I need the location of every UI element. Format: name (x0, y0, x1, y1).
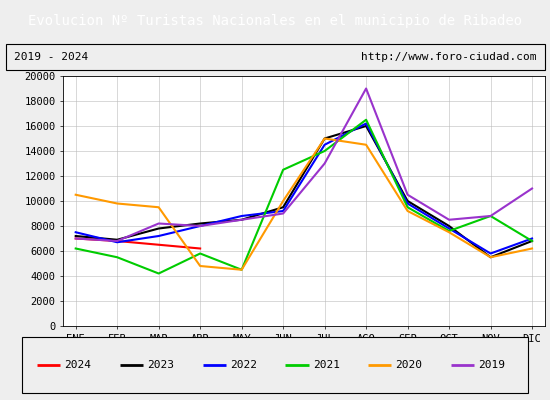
Text: Evolucion Nº Turistas Nacionales en el municipio de Ribadeo: Evolucion Nº Turistas Nacionales en el m… (28, 14, 522, 28)
2024 (114, 238, 120, 243)
Text: 2021: 2021 (313, 360, 340, 370)
2022 (280, 209, 287, 214)
2020 (363, 142, 370, 147)
2022 (446, 226, 453, 231)
2022 (73, 230, 79, 235)
2024 (197, 246, 204, 251)
2020 (404, 209, 411, 214)
2019 (238, 217, 245, 222)
Text: http://www.foro-ciudad.com: http://www.foro-ciudad.com (361, 52, 536, 62)
2022 (363, 121, 370, 126)
2019 (197, 224, 204, 228)
2023 (321, 136, 328, 141)
FancyBboxPatch shape (21, 337, 529, 393)
2019 (280, 211, 287, 216)
2020 (321, 136, 328, 141)
2023 (487, 255, 494, 260)
Text: 2019: 2019 (478, 360, 505, 370)
2019 (529, 186, 535, 191)
2020 (197, 264, 204, 268)
2021 (446, 229, 453, 234)
2019 (446, 217, 453, 222)
2021 (238, 267, 245, 272)
Line: 2022: 2022 (76, 124, 532, 254)
Text: 2019 - 2024: 2019 - 2024 (14, 52, 88, 62)
FancyBboxPatch shape (6, 44, 544, 70)
Line: 2024: 2024 (76, 238, 200, 248)
2022 (114, 240, 120, 245)
2022 (321, 142, 328, 147)
2023 (73, 234, 79, 238)
2023 (238, 217, 245, 222)
2019 (363, 86, 370, 91)
2019 (114, 238, 120, 243)
2023 (155, 226, 162, 231)
2020 (238, 267, 245, 272)
Text: 2020: 2020 (395, 360, 422, 370)
Text: 2023: 2023 (147, 360, 174, 370)
2024 (155, 242, 162, 247)
Text: 2024: 2024 (64, 360, 92, 370)
Line: 2019: 2019 (76, 88, 532, 241)
2019 (155, 221, 162, 226)
2020 (529, 246, 535, 251)
2021 (155, 271, 162, 276)
Line: 2020: 2020 (76, 138, 532, 270)
2023 (280, 205, 287, 210)
2022 (155, 234, 162, 238)
2020 (280, 199, 287, 203)
2023 (197, 221, 204, 226)
2024 (73, 236, 79, 241)
2019 (321, 161, 328, 166)
2022 (238, 214, 245, 218)
2021 (363, 117, 370, 122)
2020 (73, 192, 79, 197)
2023 (529, 238, 535, 243)
Line: 2021: 2021 (76, 120, 532, 274)
2019 (487, 214, 494, 218)
Text: 2022: 2022 (230, 360, 257, 370)
2021 (487, 214, 494, 218)
2021 (280, 167, 287, 172)
2020 (155, 205, 162, 210)
2019 (73, 236, 79, 241)
2023 (404, 199, 411, 203)
2023 (114, 237, 120, 242)
2019 (404, 192, 411, 197)
2021 (114, 255, 120, 260)
2021 (73, 246, 79, 251)
2020 (487, 255, 494, 260)
2020 (446, 230, 453, 235)
2023 (363, 124, 370, 128)
2022 (404, 201, 411, 206)
2020 (114, 201, 120, 206)
2023 (446, 224, 453, 228)
2022 (197, 224, 204, 228)
2021 (197, 251, 204, 256)
Line: 2023: 2023 (76, 126, 532, 257)
2021 (321, 148, 328, 153)
2022 (487, 251, 494, 256)
2021 (404, 205, 411, 210)
2022 (529, 236, 535, 241)
2021 (529, 238, 535, 243)
